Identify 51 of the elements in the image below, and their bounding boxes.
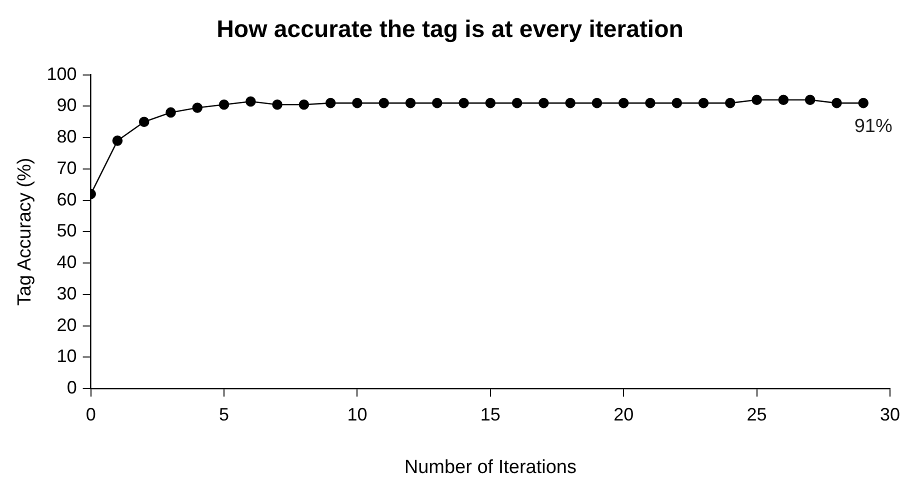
- x-tick-label: 5: [219, 404, 230, 424]
- point: [618, 98, 629, 108]
- point: [166, 107, 176, 118]
- point: [112, 136, 123, 146]
- point: [298, 99, 310, 110]
- y-tick-label: 60: [56, 189, 77, 210]
- point: [804, 94, 816, 106]
- y-tick-label: 40: [56, 252, 77, 272]
- point: [192, 102, 203, 113]
- y-tick-label: 30: [56, 283, 77, 304]
- point: [432, 98, 442, 108]
- y-tick-label: 20: [56, 314, 77, 335]
- point: [538, 98, 549, 108]
- point: [138, 116, 150, 128]
- annotation: 91%: [854, 116, 892, 137]
- point: [352, 98, 362, 108]
- point: [832, 98, 842, 108]
- y-tick-label: 90: [56, 95, 77, 116]
- point: [485, 98, 496, 108]
- y-tick-label: 100: [46, 64, 77, 84]
- point: [592, 98, 602, 108]
- point: [858, 98, 869, 108]
- point: [405, 98, 416, 108]
- y-axis-title: Tag Accuracy (%): [14, 158, 36, 306]
- point: [218, 99, 230, 110]
- point: [778, 94, 789, 106]
- point: [325, 98, 336, 108]
- point: [272, 99, 282, 110]
- point: [246, 96, 256, 107]
- point: [458, 98, 469, 108]
- x-axis-title: Number of Iterations: [404, 456, 576, 478]
- point: [512, 98, 522, 108]
- x-tick-label: 30: [880, 404, 900, 424]
- x-tick-label: 15: [480, 404, 500, 424]
- x-tick-label: 20: [614, 404, 634, 424]
- y-tick-label: 70: [56, 158, 77, 178]
- x-tick-label: 10: [347, 404, 368, 424]
- point: [645, 98, 656, 108]
- point: [698, 98, 709, 108]
- point: [672, 98, 682, 108]
- y-tick-label: 50: [56, 220, 77, 241]
- point: [752, 94, 762, 106]
- y-tick-label: 0: [66, 378, 77, 398]
- x-tick-label: 25: [746, 404, 767, 424]
- point: [725, 98, 736, 108]
- chart-title: How accurate the tag is at every iteration: [216, 16, 684, 44]
- y-tick-label: 80: [56, 126, 77, 147]
- point: [378, 98, 390, 108]
- x-tick-label: 0: [86, 404, 96, 424]
- y-tick-label: 10: [56, 346, 77, 366]
- point: [565, 98, 576, 108]
